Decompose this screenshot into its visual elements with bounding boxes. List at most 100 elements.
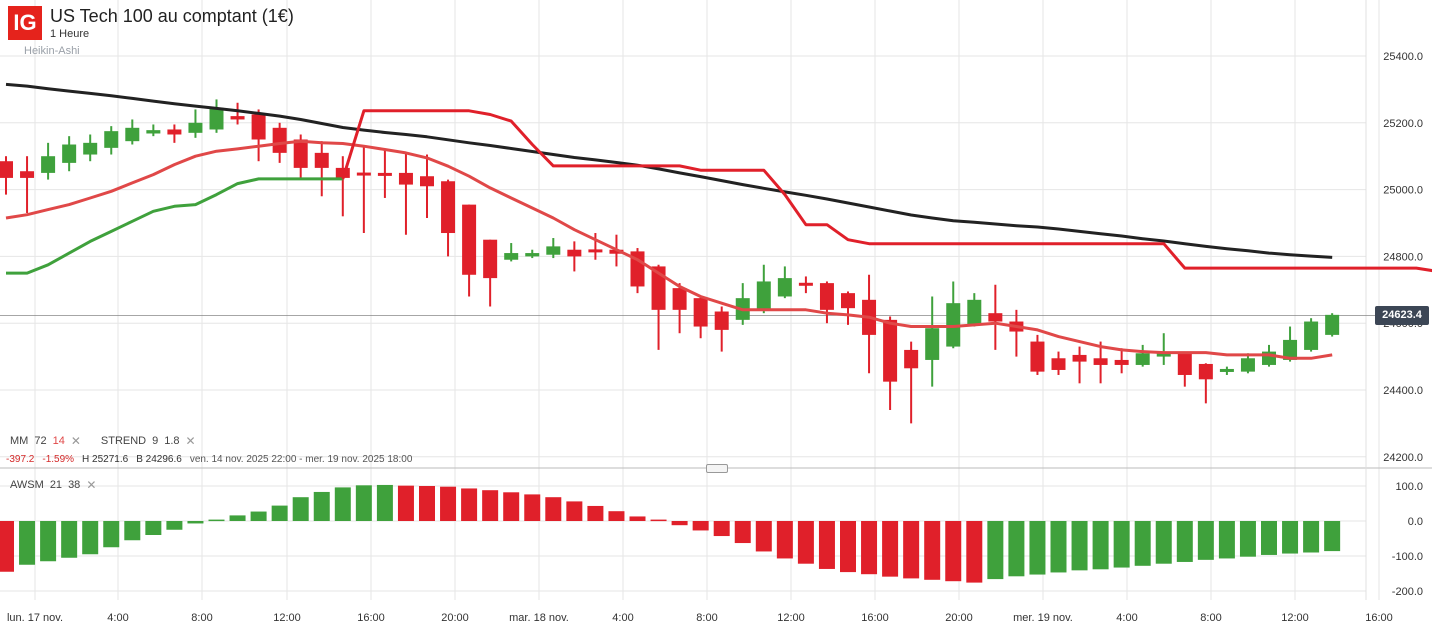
candle-down	[1093, 358, 1108, 365]
awsm-bar	[166, 521, 183, 530]
awsm-bar	[1008, 521, 1025, 577]
candle-down	[1177, 353, 1192, 375]
time-axis-label: 12:00	[777, 612, 805, 624]
awsm-bar	[713, 521, 730, 537]
candle-down	[1114, 359, 1129, 365]
high-value: H 25271.6	[82, 454, 129, 465]
remove-strend-icon[interactable]: ✕	[185, 434, 196, 448]
awsm-bar	[1071, 521, 1088, 571]
candle-down	[377, 172, 392, 176]
time-axis-label: 20:00	[441, 612, 469, 624]
remove-ma-icon[interactable]: ✕	[70, 434, 81, 448]
awsm-bar	[608, 511, 625, 521]
candle-down	[420, 176, 434, 187]
candle-down	[441, 181, 456, 234]
candle-up	[209, 107, 224, 130]
awsm-bar	[419, 486, 435, 521]
chart-type-label[interactable]: Heikin-Ashi	[24, 45, 80, 57]
awsm-bar	[503, 492, 520, 521]
candle-up	[104, 131, 119, 148]
awsm-bar	[524, 494, 541, 521]
candle-up	[125, 127, 140, 142]
candle-down	[1030, 341, 1045, 372]
candle-down	[1051, 358, 1066, 370]
awsm-bar	[145, 521, 162, 535]
awsm-bar	[650, 519, 667, 522]
candle-down	[819, 283, 834, 310]
ma-value2: 14	[52, 435, 65, 447]
pane-resize-handle[interactable]	[706, 464, 728, 473]
instrument-title: US Tech 100 au comptant (1€)	[50, 6, 294, 26]
time-axis-label: 4:00	[612, 612, 633, 624]
candle-down	[672, 288, 687, 310]
price-axis-label: 25200.0	[1383, 118, 1423, 130]
awsm-bar	[187, 521, 204, 524]
candle-up	[504, 253, 519, 260]
supertrend-line-down	[341, 109, 1432, 273]
ma-value: 72	[34, 435, 47, 447]
candle-up	[62, 144, 77, 163]
awsm-bar	[482, 490, 499, 521]
awsm-bar	[1092, 521, 1109, 570]
awsm-bar	[692, 521, 709, 531]
awsm-bar	[903, 521, 920, 579]
price-info-bar: -397.2 -1.59% H 25271.6 B 24296.6 ven. 1…	[6, 454, 412, 465]
candle-up	[946, 303, 961, 347]
awsm-bar	[1197, 521, 1214, 560]
awsm-bar	[40, 521, 57, 562]
awsm-value2: 38	[68, 479, 81, 491]
price-axis-label: 24200.0	[1383, 452, 1423, 464]
awsm-bar	[755, 521, 772, 552]
awsm-bar	[440, 486, 457, 521]
awsm-bar	[82, 521, 99, 555]
awsm-bar	[461, 488, 478, 521]
candle-down	[272, 127, 287, 153]
osc-axis-label: 100.0	[1395, 481, 1423, 493]
awsm-bar	[1261, 521, 1277, 555]
awsm-bar	[629, 516, 646, 521]
awsm-bar	[292, 497, 309, 521]
time-axis-label: 4:00	[107, 612, 128, 624]
interval-label[interactable]: 1 Heure	[50, 28, 90, 40]
time-axis-label: 20:00	[945, 612, 973, 624]
candle-down	[883, 319, 898, 382]
candle-up	[188, 122, 203, 133]
candle-down	[588, 249, 603, 253]
time-axis-label: 4:00	[1116, 612, 1137, 624]
awsm-bar	[229, 515, 246, 521]
awsm-bar	[818, 521, 835, 569]
awsm-bar	[776, 521, 793, 559]
awsm-bar	[271, 505, 288, 521]
awsm-bar	[61, 521, 78, 558]
awsm-bar	[1303, 521, 1320, 553]
ig-logo: IG	[8, 6, 42, 40]
strend-value: 9	[152, 435, 159, 447]
strend-value2: 1.8	[164, 435, 180, 447]
candle-down	[251, 114, 266, 140]
remove-awsm-icon[interactable]: ✕	[86, 478, 97, 492]
candle-up	[925, 328, 940, 360]
awsm-bar	[545, 497, 562, 521]
ma-label: MM	[10, 435, 29, 447]
candle-up	[1283, 339, 1298, 360]
awsm-bar	[208, 519, 225, 522]
candle-up	[777, 278, 792, 297]
candle-down	[841, 293, 855, 309]
awsm-bar	[313, 491, 330, 521]
awsm-bar	[1176, 521, 1193, 562]
awsm-bar	[1324, 521, 1341, 552]
candle-up	[967, 299, 982, 325]
awsm-bar	[1239, 521, 1256, 557]
candle-down	[398, 172, 413, 185]
last-price-tag: 24623.4	[1375, 306, 1429, 325]
candle-up	[525, 253, 540, 257]
candle-down	[988, 313, 1003, 322]
awsm-value: 21	[49, 479, 63, 491]
awsm-bar	[966, 521, 983, 583]
osc-axis-label: 0.0	[1408, 516, 1423, 528]
candle-down	[567, 249, 582, 257]
candle-up	[1325, 314, 1340, 335]
candle-down	[0, 161, 13, 178]
candle-down	[20, 171, 35, 178]
awsm-bar	[1155, 521, 1172, 564]
